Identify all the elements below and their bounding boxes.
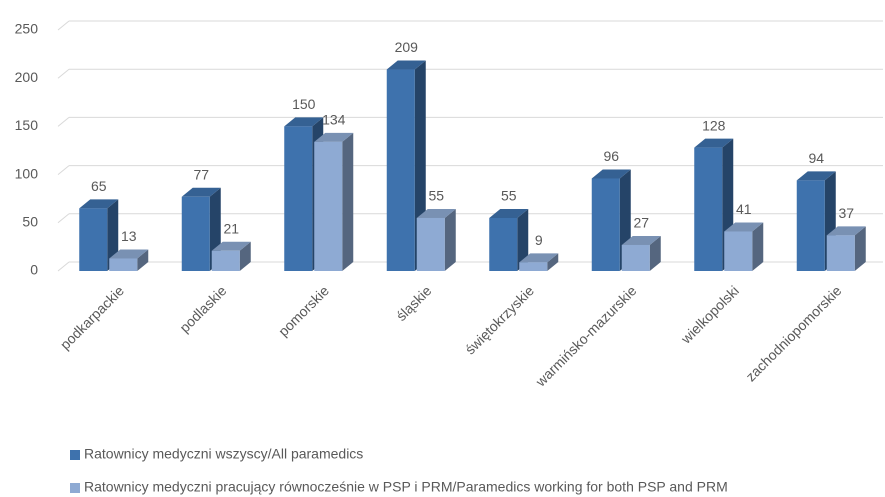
grid-line — [57, 20, 70, 31]
grid-line — [57, 261, 70, 272]
bar-top — [79, 199, 119, 209]
bar-top — [796, 171, 836, 181]
bar-top — [489, 208, 529, 218]
y-tick-label: 150 — [15, 117, 39, 133]
bar — [79, 208, 108, 271]
x-tick-group: wielkopolski — [677, 282, 742, 347]
x-tick-label: śląskie — [393, 282, 435, 324]
bar-side — [342, 132, 354, 271]
bar-side — [239, 241, 251, 271]
value-label: 209 — [395, 39, 419, 55]
bar-top — [826, 226, 866, 236]
value-label: 65 — [91, 178, 107, 194]
bar-side — [752, 222, 764, 271]
x-tick-label: wielkopolski — [677, 282, 742, 347]
x-tick-label: zachodniopomorskie — [742, 282, 844, 384]
x-tick-group: zachodniopomorskie — [742, 282, 844, 384]
bar-top — [621, 235, 661, 245]
y-tick-label: 100 — [15, 165, 39, 181]
legend-label: Ratownicy medyczni pracujący równocześni… — [84, 479, 728, 495]
bar — [109, 258, 138, 271]
bar — [314, 141, 343, 271]
bar-top — [519, 253, 559, 263]
bar — [519, 262, 548, 271]
bar-side — [444, 208, 456, 271]
bar-side — [649, 235, 661, 271]
bar — [284, 126, 313, 272]
bar-top — [211, 241, 251, 251]
y-tick-label: 250 — [15, 21, 39, 37]
bar-top — [314, 132, 354, 142]
bar — [181, 196, 210, 271]
x-tick-label: podlaskie — [176, 282, 229, 335]
x-tick-group: podlaskie — [176, 282, 229, 335]
value-label: 134 — [322, 112, 346, 128]
value-label: 27 — [633, 215, 649, 231]
bar — [489, 217, 518, 271]
grid-line — [57, 165, 70, 175]
bar — [211, 250, 240, 271]
bar — [826, 235, 855, 271]
value-label: 21 — [223, 220, 239, 236]
bar-top — [181, 187, 221, 197]
y-tick-label: 0 — [30, 262, 38, 278]
legend-swatch — [70, 450, 80, 460]
bar-side — [137, 249, 149, 271]
x-tick-label: pomorskie — [275, 282, 332, 339]
x-tick-label: podkarpackie — [57, 282, 127, 352]
value-label: 77 — [193, 166, 209, 182]
value-label: 41 — [736, 201, 752, 217]
value-label: 37 — [838, 205, 854, 221]
x-tick-group: podkarpackie — [57, 282, 127, 352]
value-label: 150 — [292, 96, 316, 112]
x-tick-label: warmińsko-mazurskie — [532, 282, 640, 390]
bar-top — [724, 222, 764, 232]
value-label: 9 — [535, 232, 543, 248]
grid-line — [57, 68, 70, 79]
bar-top — [386, 60, 426, 70]
grid-line — [57, 117, 70, 127]
bar — [796, 180, 825, 271]
bar-top — [694, 138, 734, 148]
legend-label: Ratownicy medyczni wszyscy/All paramedic… — [84, 446, 363, 462]
bar-top — [284, 117, 324, 127]
bar — [591, 178, 620, 271]
y-tick-label: 50 — [22, 214, 38, 230]
bar-side — [517, 208, 529, 271]
bar — [386, 69, 415, 271]
bar — [416, 217, 445, 271]
x-tick-group: świętokrzyskie — [462, 282, 537, 357]
bar-side — [107, 199, 119, 271]
value-label: 128 — [702, 117, 726, 133]
bar-top — [109, 249, 149, 259]
bar-side — [547, 253, 559, 271]
x-tick-group: śląskie — [393, 282, 435, 324]
bar-top — [591, 169, 631, 179]
value-label: 13 — [121, 228, 137, 244]
value-label: 55 — [428, 188, 444, 204]
bar — [621, 244, 650, 271]
x-tick-label: świętokrzyskie — [462, 282, 537, 357]
x-tick-group: warmińsko-mazurskie — [532, 282, 640, 390]
y-tick-label: 200 — [15, 69, 39, 85]
value-label: 94 — [808, 150, 824, 166]
x-tick-group: pomorskie — [275, 282, 332, 339]
bar-side — [854, 226, 866, 271]
grid-line — [57, 213, 70, 224]
value-label: 96 — [603, 148, 619, 164]
value-label: 55 — [501, 188, 517, 204]
bar — [694, 147, 723, 271]
legend-swatch — [70, 483, 80, 493]
bar-top — [416, 208, 456, 218]
bar — [724, 231, 753, 271]
